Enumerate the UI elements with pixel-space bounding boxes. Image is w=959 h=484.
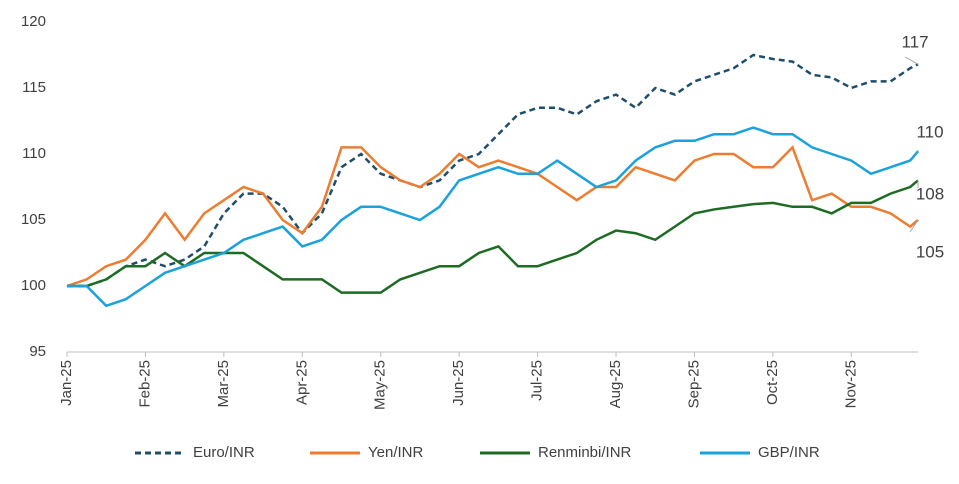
y-tick-label: 105 (21, 211, 46, 228)
x-tick-label: May-25 (372, 360, 389, 410)
legend-label: GBP/INR (758, 444, 820, 461)
series-line (66, 145, 919, 288)
x-tick-label: Feb-25 (136, 360, 153, 408)
series-line (67, 53, 919, 288)
x-tick-label: Apr-25 (293, 360, 310, 405)
legend-label: Yen/INR (368, 444, 423, 461)
end-label: 108 (916, 184, 944, 203)
x-tick-label: Jun-25 (450, 360, 467, 406)
y-tick-label: 95 (29, 343, 46, 360)
x-tick-label: Oct-25 (764, 360, 781, 405)
end-label: 117 (901, 32, 928, 51)
x-tick-label: Mar-25 (215, 360, 232, 408)
y-tick-label: 100 (21, 277, 46, 294)
x-tick-label: Aug-25 (607, 360, 624, 408)
x-tick-label: Jul-25 (529, 360, 546, 401)
x-tick-label: Nov-25 (842, 360, 859, 408)
series-line (67, 179, 919, 294)
x-tick-label: Sep-25 (685, 360, 702, 408)
x-tick-label: Jan-25 (58, 360, 75, 406)
y-tick-label: 115 (22, 79, 46, 96)
y-tick-label: 120 (21, 13, 46, 30)
legend-label: Renminbi/INR (538, 444, 632, 461)
leader-line (909, 219, 919, 233)
end-label: 105 (916, 242, 944, 261)
y-tick-label: 110 (22, 145, 46, 162)
end-label: 110 (916, 122, 943, 141)
legend-label: Euro/INR (193, 444, 255, 461)
series-line (67, 126, 919, 308)
leader-line (904, 56, 919, 65)
